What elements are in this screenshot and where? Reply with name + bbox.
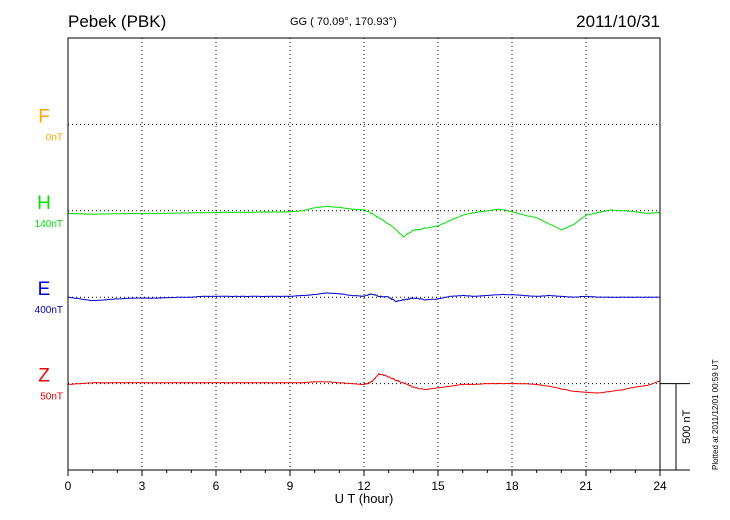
x-tick-label: 12	[357, 479, 371, 493]
series-name-h: H	[37, 193, 51, 214]
date-label: 2011/10/31	[576, 12, 660, 31]
scale-bar-label: 500 nT	[681, 409, 693, 444]
x-tick-label: 18	[505, 479, 519, 493]
series-offset-z: 50nT	[40, 392, 63, 403]
x-tick-label: 21	[579, 479, 593, 493]
series-offset-e: 400nT	[35, 305, 63, 316]
x-tick-label: 15	[431, 479, 445, 493]
x-tick-label: 3	[139, 479, 146, 493]
traces	[67, 205, 661, 394]
series-name-f: F	[38, 106, 50, 127]
x-axis: 0 3 6 9 12 15 18 21 24	[65, 470, 667, 493]
x-tick-label: 24	[653, 479, 667, 493]
series-labels: F 0nT H 140nT E 400nT Z 50nT	[35, 106, 63, 402]
scale-bar: 500 nT	[660, 383, 693, 471]
series-line-z	[67, 372, 661, 394]
series-name-z: Z	[38, 366, 50, 387]
x-axis-label: U T (hour)	[335, 491, 394, 506]
series-line-h	[68, 205, 660, 238]
series-line-e	[67, 292, 660, 303]
grid	[68, 38, 660, 470]
series-name-e: E	[38, 279, 51, 300]
station-title: Pebek (PBK)	[68, 12, 167, 31]
x-tick-label: 9	[287, 479, 294, 493]
x-tick-label: 0	[65, 479, 72, 493]
coordinates-label: GG ( 70.09°, 170.93°)	[290, 16, 397, 28]
x-tick-label: 6	[213, 479, 220, 493]
series-offset-h: 140nT	[35, 219, 63, 230]
series-offset-f: 0nT	[46, 132, 63, 143]
